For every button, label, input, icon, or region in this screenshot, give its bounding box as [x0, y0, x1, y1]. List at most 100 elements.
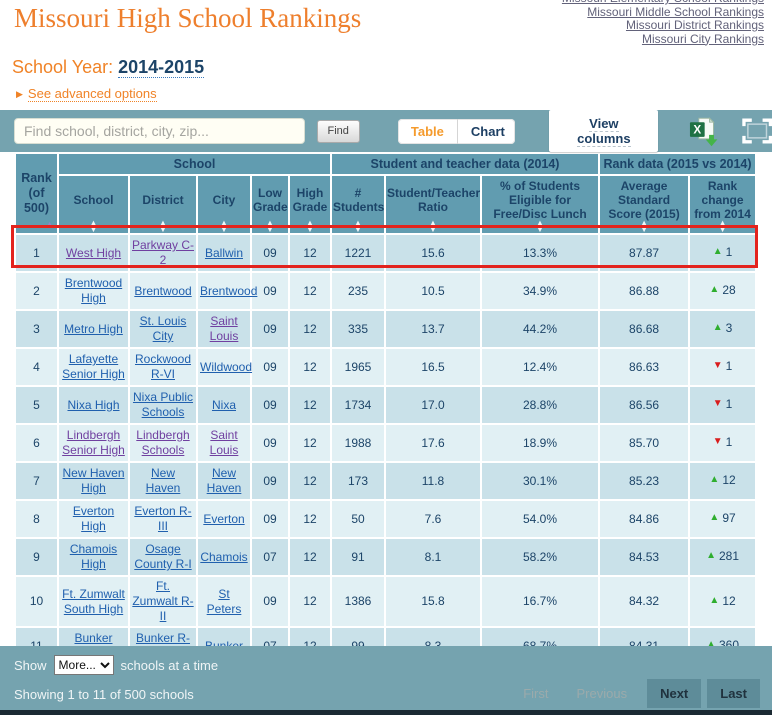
rank-change-cell: ▲ 12 [690, 577, 756, 626]
district-link[interactable]: Parkway C-2 [132, 238, 195, 267]
city-link[interactable]: Wildwood [200, 359, 253, 374]
city-link[interactable]: Nixa [211, 397, 236, 412]
high-grade-cell: 12 [290, 463, 330, 499]
sort-arrows-icon: ▲ ▼ [354, 218, 362, 234]
city-link[interactable]: Ballwin [204, 245, 243, 260]
city-link[interactable]: St Peters [206, 586, 242, 616]
table-row: 7 New Haven High New Haven New Haven 09 … [16, 463, 756, 499]
find-button[interactable]: Find [316, 119, 360, 143]
column-header-rank-change[interactable]: Rank change from 2014 ▲ ▼ [690, 176, 756, 233]
page-size-select[interactable]: More... [53, 655, 114, 675]
district-link[interactable]: St. Louis City [139, 314, 187, 343]
district-cell: New Haven [130, 463, 196, 499]
column-header-average-standard-score[interactable]: Average Standard Score (2015) ▲ ▼ [600, 176, 689, 234]
district-link[interactable]: Nixa Public Schools [132, 390, 194, 419]
student-teacher-ratio-cell: 17.6 [386, 425, 480, 461]
show-suffix-label: schools at a time [120, 657, 219, 673]
tab-chart[interactable]: Chart [456, 118, 516, 144]
average-standard-score-cell: 86.88 [600, 273, 689, 309]
school-link[interactable]: Chamois High [69, 542, 118, 571]
column-header-district[interactable]: District ▲ ▼ [130, 176, 196, 233]
column-header-student-teacher-ratio[interactable]: Student/Teacher Ratio ▲ ▼ [386, 176, 480, 233]
nav-link-city[interactable]: Missouri City Rankings [641, 31, 764, 46]
school-link[interactable]: Brentwood High [64, 276, 123, 305]
rank-change-arrow-icon: ▼ [712, 398, 723, 409]
table-row: 1 West High Parkway C-2 Ballwin 09 12 12… [16, 235, 756, 271]
high-grade-cell: 12 [290, 501, 330, 537]
rank-change-value: 28 [722, 283, 736, 297]
student-teacher-ratio-cell: 10.5 [386, 273, 480, 309]
pagination-first-button[interactable]: First [523, 686, 549, 701]
high-grade-cell: 12 [290, 387, 330, 423]
rank-cell: 10 [16, 577, 57, 626]
school-link[interactable]: Metro High [64, 321, 123, 336]
tab-table[interactable]: Table [410, 123, 444, 139]
excel-export-icon[interactable]: X [688, 116, 718, 147]
average-standard-score-cell: 85.70 [600, 425, 689, 461]
city-cell: St Peters [198, 577, 250, 626]
school-link[interactable]: New Haven High [62, 466, 125, 495]
school-cell: Nixa High [59, 387, 128, 423]
column-header-high-grade[interactable]: High Grade ▲ ▼ [290, 176, 330, 233]
pagination-previous-button[interactable]: Previous [576, 686, 628, 701]
city-link[interactable]: Everton [203, 511, 245, 526]
school-cell: Everton High [59, 501, 128, 537]
free-lunch-cell: 44.2% [482, 311, 599, 347]
school-link[interactable]: Lindbergh Senior High [62, 428, 125, 457]
school-link[interactable]: Lafayette Senior High [62, 352, 125, 381]
pagination-next-button[interactable]: Next [647, 679, 702, 708]
rank-change-arrow-icon: ▲ [709, 284, 720, 295]
rank-cell: 7 [16, 463, 57, 499]
average-standard-score-cell: 86.68 [600, 311, 689, 347]
district-link[interactable]: Osage County R-I [134, 542, 192, 571]
rank-change-cell: ▲ 28 [690, 273, 756, 309]
nav-link-elementary[interactable]: Missouri Elementary School Rankings [562, 0, 764, 6]
district-link[interactable]: Brentwood [134, 283, 192, 298]
school-link[interactable]: Everton High [72, 504, 115, 533]
nav-link-district[interactable]: Missouri District Rankings [625, 18, 764, 32]
city-cell: Saint Louis [198, 311, 250, 347]
pagination-last-button[interactable]: Last [707, 679, 760, 708]
column-header-rank[interactable]: Rank (of 500) ▲ [16, 154, 57, 233]
school-cell: Ft. Zumwalt South High [59, 577, 128, 626]
school-link[interactable]: Nixa High [67, 397, 120, 412]
caret-right-icon: ▶ [16, 89, 23, 99]
city-link[interactable]: Saint Louis [209, 314, 239, 343]
rank-change-value: 97 [722, 511, 736, 525]
ranking-nav-links: Missouri Elementary School Rankings Miss… [562, 0, 764, 46]
high-grade-cell: 12 [290, 425, 330, 461]
column-header-low-grade[interactable]: Low Grade ▲ ▼ [252, 176, 288, 233]
toolbar: Find Table Chart View columns X [0, 110, 772, 152]
num-students-cell: 235 [332, 273, 384, 309]
city-link[interactable]: Saint Louis [209, 428, 239, 457]
city-cell: Saint Louis [198, 425, 250, 461]
district-cell: Rockwood R-VI [130, 349, 196, 385]
district-link[interactable]: Ft. Zumwalt R-II [132, 579, 194, 623]
fullscreen-icon[interactable] [741, 118, 772, 144]
city-link[interactable]: Chamois [200, 549, 248, 564]
district-link[interactable]: Lindbergh Schools [136, 428, 190, 457]
num-students-cell: 1221 [332, 235, 384, 271]
advanced-options-toggle[interactable]: ▶ See advanced options [16, 86, 157, 102]
num-students-cell: 1988 [332, 425, 384, 461]
average-standard-score-cell: 84.32 [600, 577, 689, 626]
search-input[interactable] [14, 118, 305, 144]
city-link[interactable]: Brentwood [200, 283, 258, 298]
city-link[interactable]: New Haven [206, 466, 242, 495]
sort-arrows-icon: ▲ ▼ [640, 218, 648, 234]
high-grade-cell: 12 [290, 539, 330, 575]
view-columns-button[interactable]: View columns [549, 110, 659, 152]
district-link[interactable]: Rockwood R-VI [134, 352, 192, 381]
district-link[interactable]: Everton R-III [134, 504, 192, 533]
free-lunch-cell: 18.9% [482, 425, 599, 461]
school-link[interactable]: Ft. Zumwalt South High [62, 586, 125, 616]
city-cell: Ballwin [198, 235, 250, 271]
school-link[interactable]: West High [65, 245, 122, 260]
column-header-city[interactable]: City ▲ ▼ [198, 176, 250, 233]
nav-link-middle-school[interactable]: Missouri Middle School Rankings [587, 4, 764, 19]
column-header-free-lunch[interactable]: % of Students Eligible for Free/Disc Lun… [482, 176, 599, 233]
district-link[interactable]: New Haven [145, 466, 181, 495]
column-header-num-students[interactable]: # Students ▲ ▼ [332, 176, 384, 233]
school-year-value[interactable]: 2014-2015 [118, 57, 205, 78]
column-header-school-name[interactable]: School ▲ ▼ [59, 176, 128, 233]
